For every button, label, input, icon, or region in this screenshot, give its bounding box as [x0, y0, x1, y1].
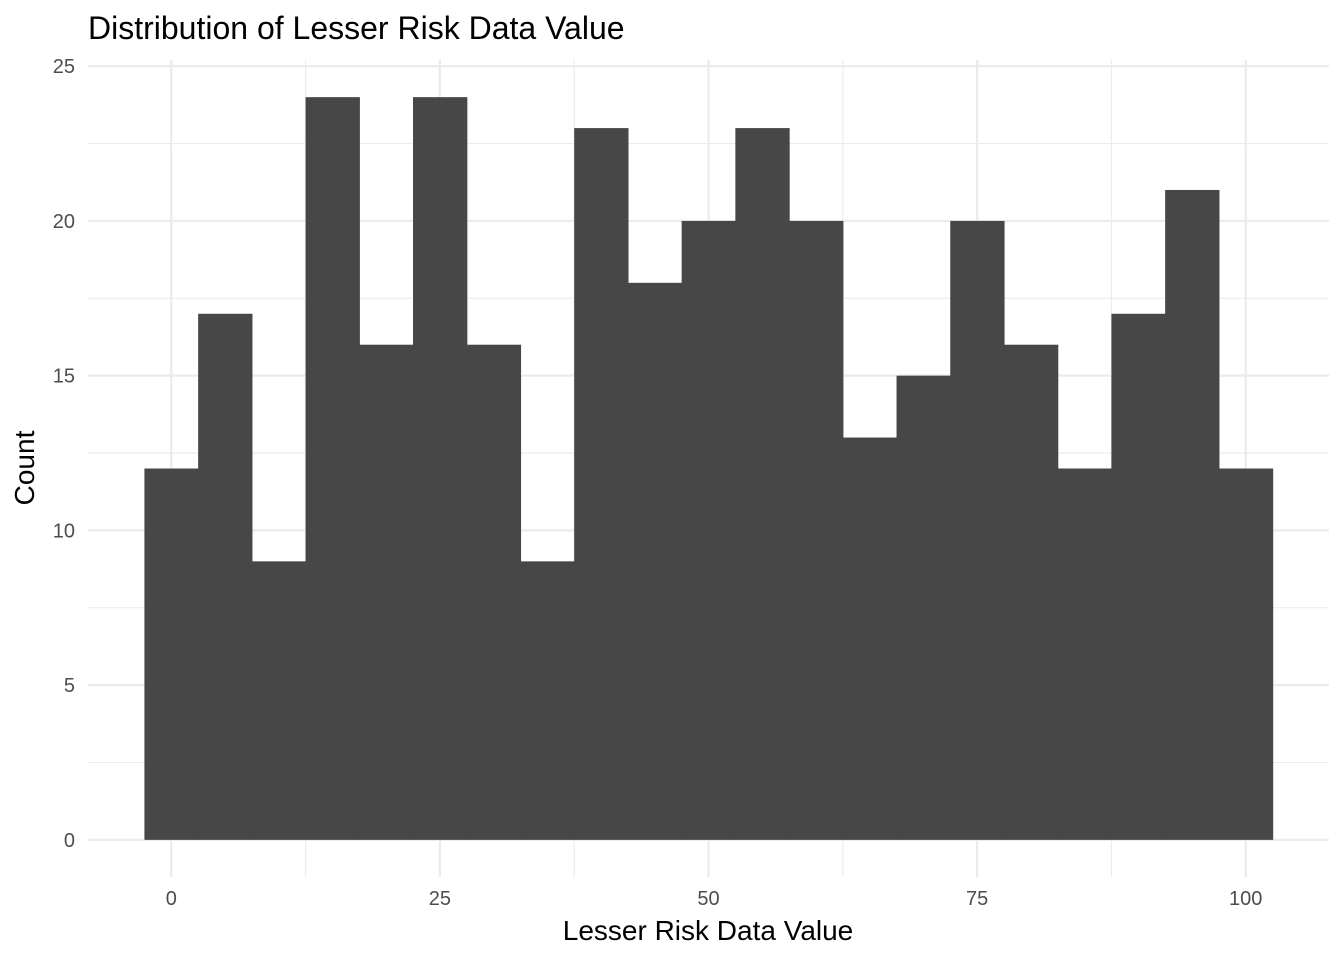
x-tick-label: 50: [697, 888, 719, 910]
y-tick-label: 15: [53, 366, 75, 388]
y-tick-label: 5: [64, 675, 75, 697]
histogram-bar: [950, 220, 1005, 840]
histogram-bar: [1218, 468, 1274, 840]
y-axis-title: Count: [9, 430, 40, 505]
histogram-bar: [251, 561, 307, 840]
y-tick-label: 25: [53, 56, 75, 78]
x-axis-title: Lesser Risk Data Value: [563, 915, 854, 946]
histogram-bar: [198, 313, 253, 840]
histogram-bar: [1003, 344, 1059, 840]
histogram-bar: [305, 97, 360, 840]
histogram-bar: [789, 220, 844, 840]
y-tick-label: 20: [53, 211, 75, 233]
histogram-bar: [144, 468, 199, 840]
histogram-bar: [627, 282, 683, 840]
histogram-bars: [144, 97, 1274, 840]
y-tick-label: 0: [64, 830, 75, 852]
x-tick-label: 100: [1229, 888, 1262, 910]
y-tick-label: 10: [53, 520, 75, 542]
x-tick-label: 0: [166, 888, 177, 910]
histogram-bar: [520, 561, 575, 840]
histogram-bar: [466, 344, 522, 840]
histogram-bar: [896, 375, 951, 840]
histogram-bar: [681, 220, 736, 840]
x-axis-tick-labels: 0 25 50 75 100: [166, 888, 1263, 910]
histogram-bar: [735, 128, 790, 840]
x-tick-label: 75: [966, 888, 988, 910]
histogram-bar: [574, 128, 629, 840]
histogram-bar: [842, 437, 898, 840]
histogram-bar: [1165, 189, 1220, 840]
chart-title: Distribution of Lesser Risk Data Value: [88, 10, 625, 46]
histogram-bar: [359, 344, 414, 840]
y-axis-tick-labels: 0 5 10 15 20 25: [53, 56, 75, 852]
histogram-bar: [1111, 313, 1166, 840]
x-tick-label: 25: [429, 888, 451, 910]
histogram-bar: [1057, 468, 1113, 840]
histogram-bar: [413, 97, 468, 840]
